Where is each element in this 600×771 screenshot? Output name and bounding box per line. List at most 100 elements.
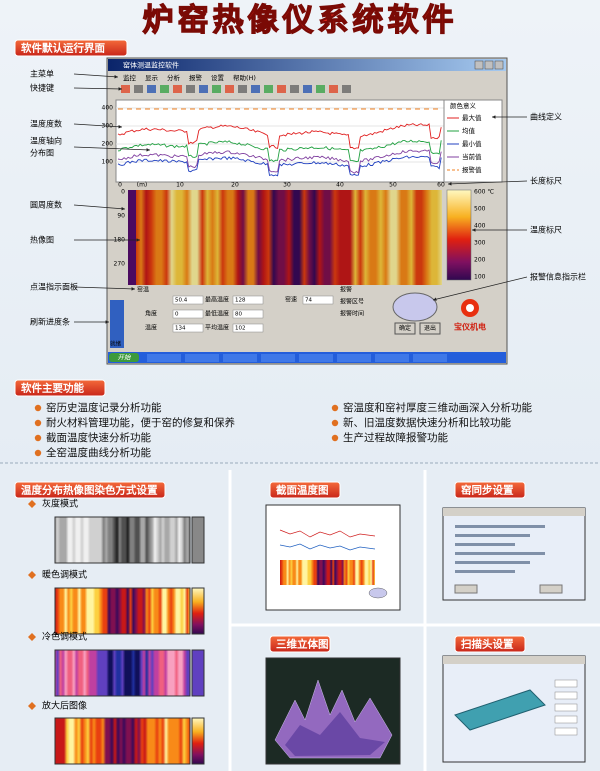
task-item [223,354,257,362]
heat-strip [128,190,136,285]
feature-text: 窑历史温度记录分析功能 [46,401,162,414]
toolbar-icon [238,85,247,93]
legend-text: 报警值 [462,165,482,174]
task-item [147,354,181,362]
feature-text: 耐火材料管理功能，便于窑的修复和保养 [46,416,235,429]
panel-field [172,295,204,305]
toolbar-icon [186,85,195,93]
circum-label: 90 [117,213,125,220]
button-text: 退出 [424,324,436,332]
bullet [331,404,339,412]
panel-value: 0 [175,312,179,318]
circum-label: 270 [114,261,126,268]
alarm-label: 报警区号 [340,298,364,306]
mode-label: 放大后图像 [42,700,87,712]
window-title: 窑体测温监控软件 [123,61,179,70]
dialog-line [455,561,530,564]
callout-line [73,87,123,91]
callout-text: 长度标尺 [530,176,562,186]
callout-text: 报警信息指示栏 [530,272,586,282]
callout-line [73,204,126,211]
dialog-bar [443,656,585,664]
toolbar-icon [251,85,260,93]
legend-text: 最小值 [462,139,482,148]
bullet [34,419,42,427]
toolbar-icon [199,85,208,93]
callout-text: 圆周度数 [30,200,62,210]
scale-label: 200 [474,257,486,264]
toolbar-icon [316,85,325,93]
dialog-field [554,703,578,712]
task-item [299,354,333,362]
x-label: 30 [283,182,291,189]
x-label: 60 [437,182,445,189]
window-button [494,60,504,70]
status-text: 就绪 [110,340,122,348]
title-bar [108,59,506,71]
dialog-line [455,552,545,555]
x-label: 0 [118,182,122,189]
circum-label: 0 [121,189,125,196]
scale-label: 500 [474,206,486,213]
thumb-curve [279,543,376,551]
scale-label: 400 [474,223,486,230]
x-label: 50 [389,182,397,189]
panel-label: 温度 [145,324,157,332]
x-label: 40 [336,182,344,189]
mode-label: 灰度模式 [42,498,78,510]
window-button [474,60,484,70]
window-button [484,60,494,70]
toolbar-icon [225,85,234,93]
mode-label: 暖色调模式 [42,569,87,581]
heatmap-sample [54,516,191,564]
section-tag-text: 扫描头设置 [461,638,514,651]
task-item [413,354,447,362]
section-tag [14,481,166,499]
section-tag [14,39,128,57]
section-tag [269,481,341,499]
section-tag [454,481,526,499]
panel-field [232,309,264,319]
panel-value: 50.4 [175,298,188,304]
section-tag-text: 截面温度图 [276,484,329,497]
task-item [261,354,295,362]
scan-head [454,689,546,731]
panel-field [172,309,204,319]
page-title: 炉窑热像仪系统软件 [143,3,458,39]
mode-icon [28,702,36,710]
color-scale [446,189,472,281]
panel-label: 最高温度 [205,296,229,304]
mode-icon [28,500,36,508]
toolbar-icon [303,85,312,93]
section-tag-text: 三维立体图 [276,638,329,651]
legend-text: 当前值 [462,152,482,161]
section-tag [269,635,331,653]
curve [117,139,442,163]
toolbar-icon [121,85,130,93]
toolbar-icon [212,85,221,93]
start-text: 开始 [118,354,132,362]
legend-text: 均值 [462,126,476,135]
dialog-button [454,584,478,594]
dialog-line [455,570,515,573]
scale-label: 300 [474,240,486,247]
panel-label: 窑速 [285,296,297,304]
task-item [375,354,409,362]
callout-line [73,146,151,152]
toolbar-icon [290,85,299,93]
panel-value: 102 [235,326,246,332]
panel-label: 窑温 [137,286,149,294]
panel-field [172,323,204,333]
thumb-indicator [368,587,388,599]
surface-3d [285,712,385,756]
heatmap-sample [54,649,191,697]
section-tag-text: 温度分布热像图染色方式设置 [21,484,158,497]
callout-line [73,73,119,79]
button [394,322,416,335]
callout-text: 刷新进度条 [30,317,70,327]
callout-line [432,276,528,301]
heatmap-sample [54,587,191,635]
panel-value: 74 [305,298,312,304]
sample-scale [191,649,205,697]
